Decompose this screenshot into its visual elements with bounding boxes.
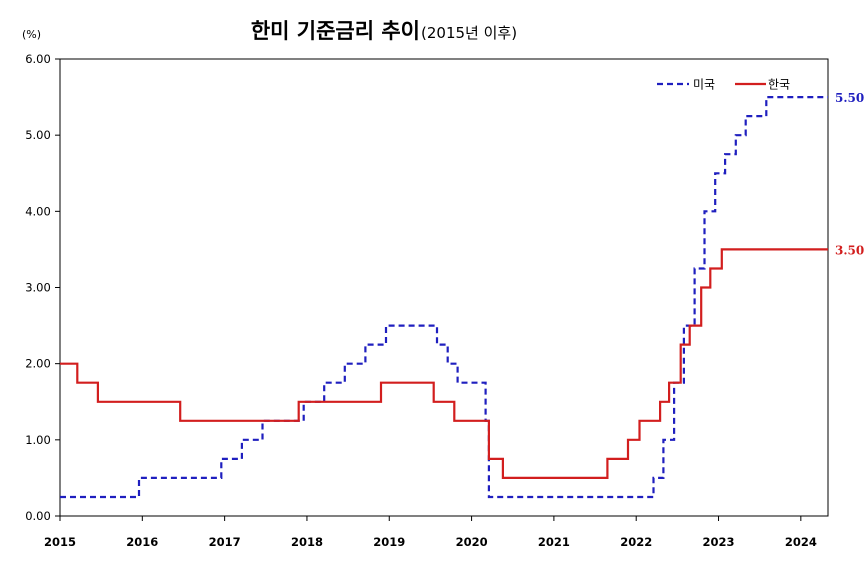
y-tick-label: 0.00 [25,509,51,523]
chart-subtitle: (2015년 이후) [421,24,517,42]
y-tick-label: 5.00 [25,128,51,142]
x-tick-label: 2023 [703,535,735,549]
y-tick-label: 3.00 [25,281,51,295]
x-tick-label: 2020 [456,535,488,549]
legend-label-us: 미국 [693,78,715,92]
legend-label-kr: 한국 [768,78,790,92]
series-line-kr [60,248,828,479]
end-label-kr: 3.50 [835,243,864,257]
plot-frame [59,58,829,517]
y-tick-label: 2.00 [25,357,51,371]
chart-title: 한미 기준금리 추이 [251,19,420,43]
x-tick-label: 2015 [44,535,76,549]
x-axis: 2015 2016 2017 2018 2019 2020 2021 2022 2023 2024 [44,516,817,549]
legend: 미국 한국 [657,78,790,92]
x-tick-label: 2017 [209,535,241,549]
y-axis: 0.00 1.00 2.00 3.00 4.00 5.00 6.00 [25,52,60,523]
x-tick-label: 2024 [785,535,817,549]
y-unit-label: (%) [22,28,41,41]
y-tick-label: 4.00 [25,204,51,218]
end-label-us: 5.50 [835,91,864,105]
x-tick-label: 2022 [620,535,652,549]
x-tick-label: 2021 [538,535,570,549]
x-tick-label: 2016 [126,535,158,549]
x-tick-label: 2019 [373,535,405,549]
y-tick-label: 1.00 [25,433,51,447]
series-layer [60,96,828,499]
y-tick-label: 6.00 [25,52,51,66]
x-tick-label: 2018 [291,535,323,549]
series-line-us [60,96,828,499]
